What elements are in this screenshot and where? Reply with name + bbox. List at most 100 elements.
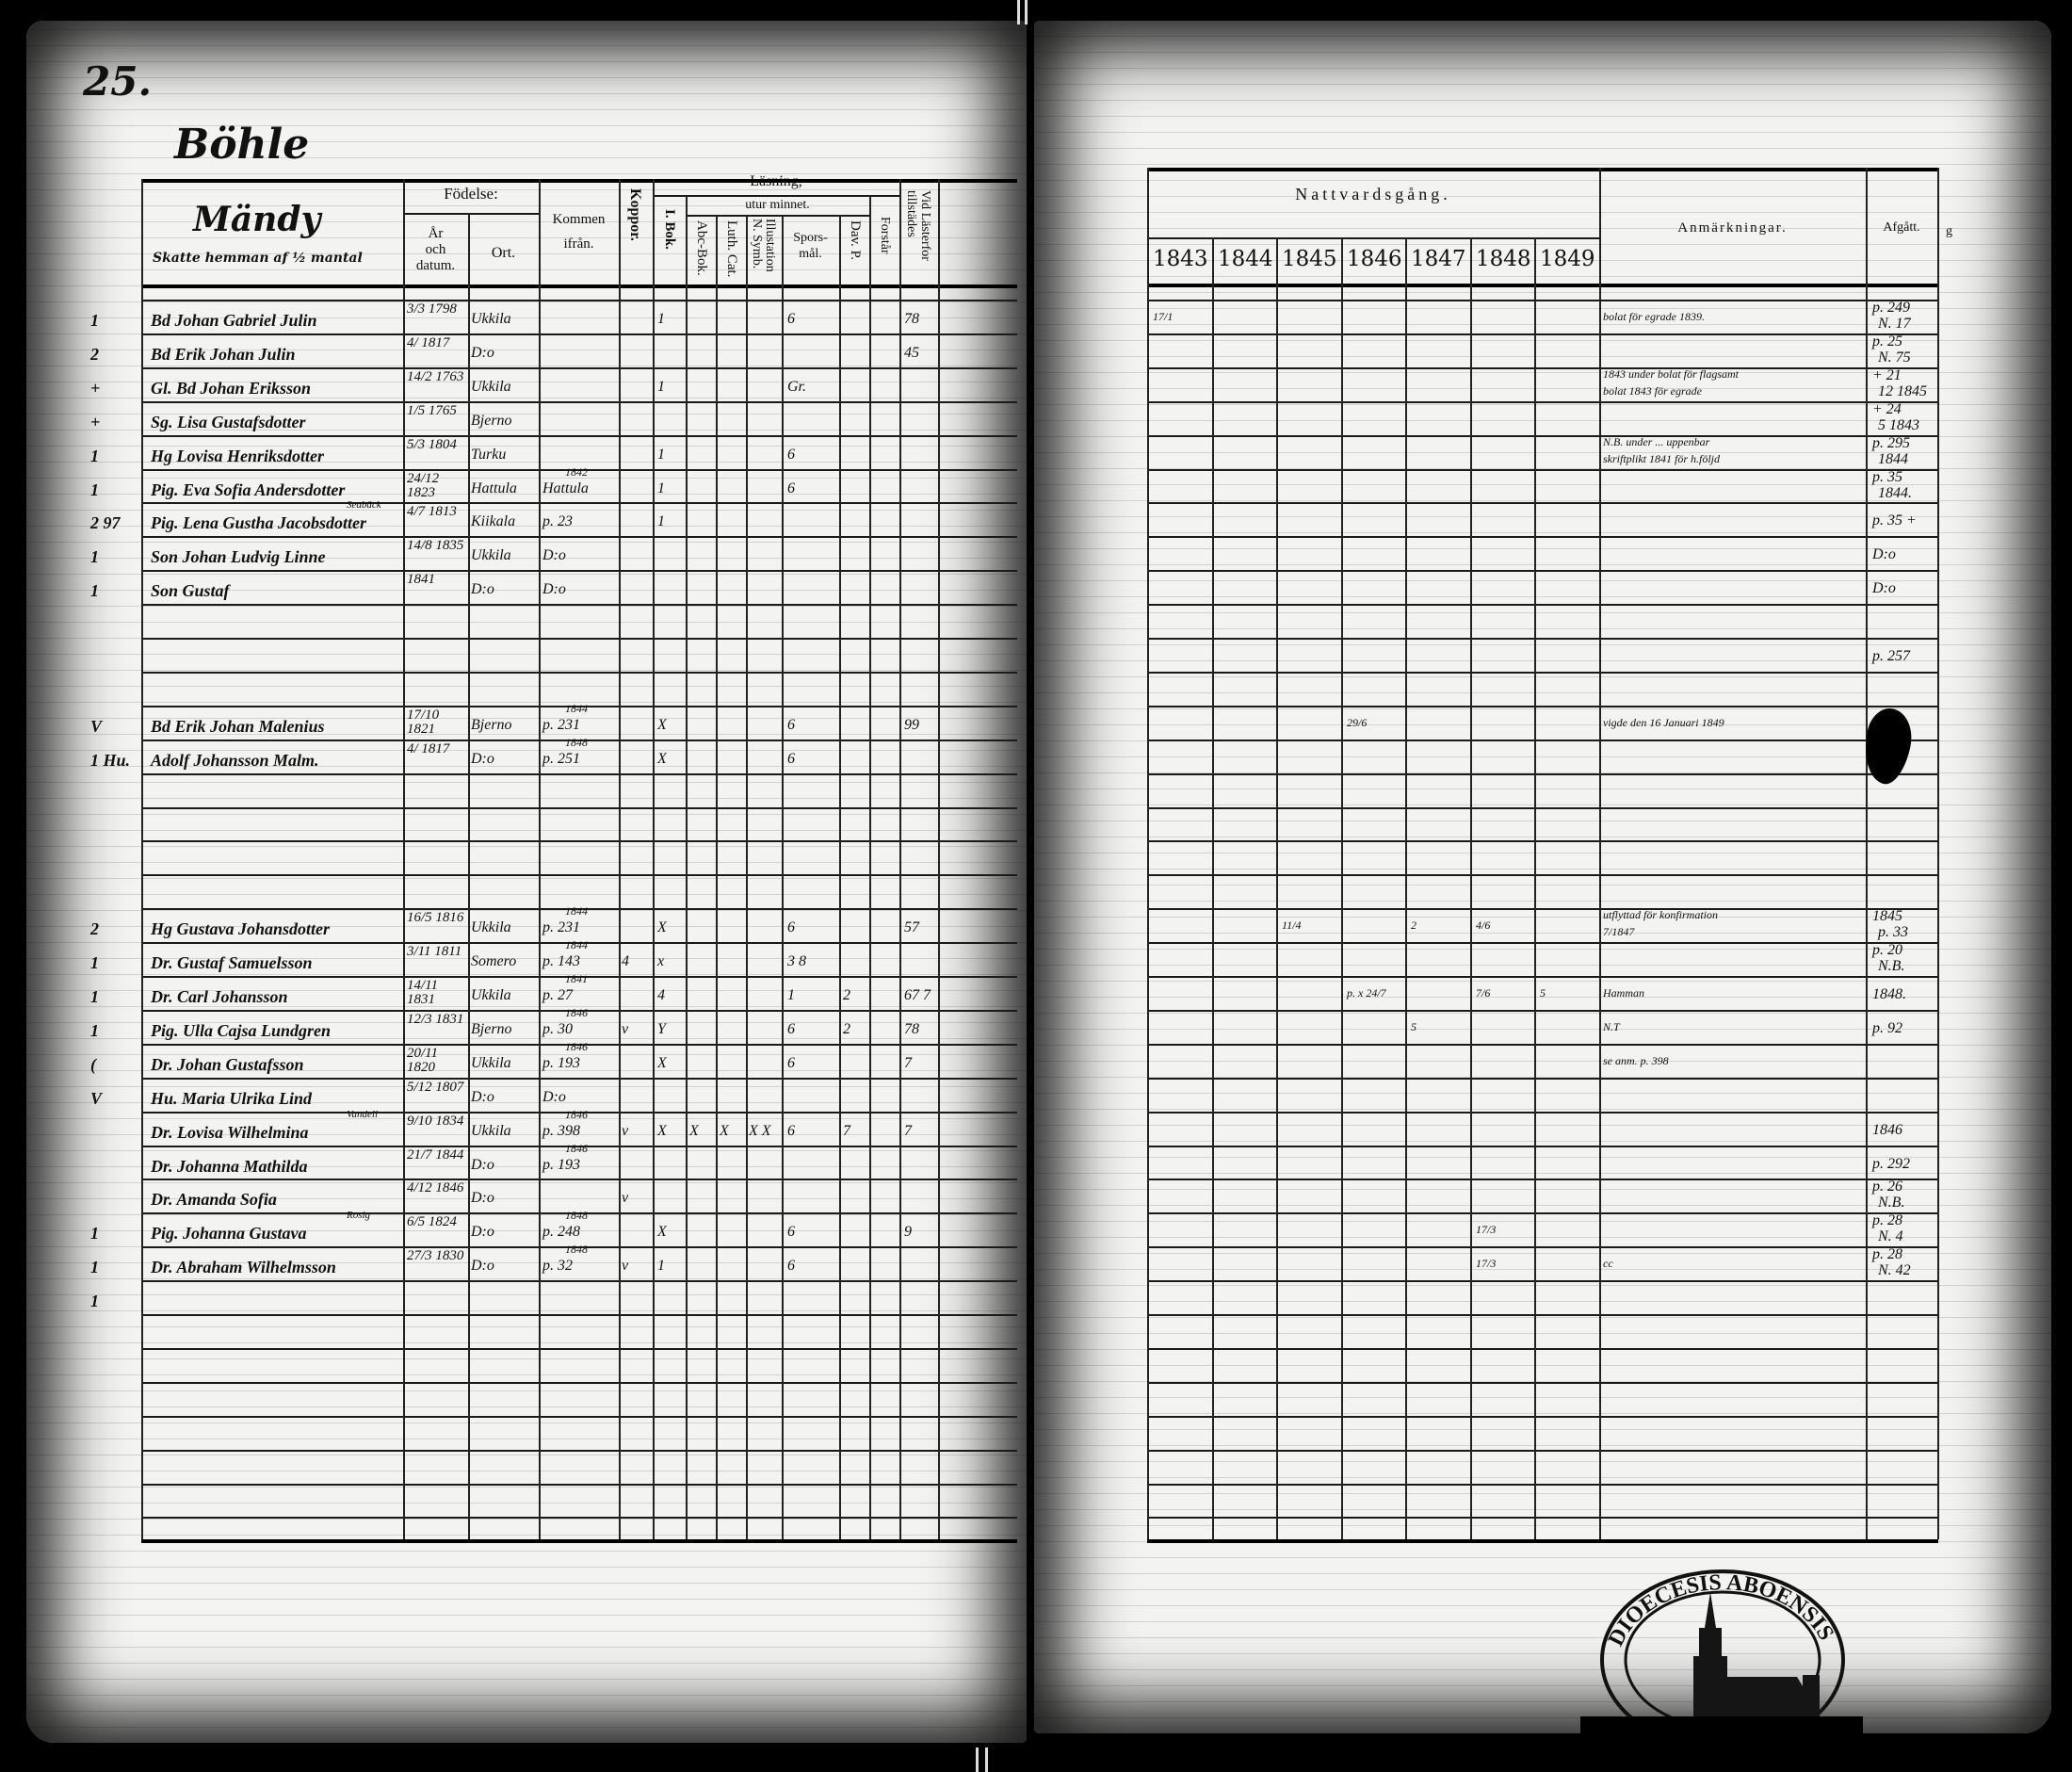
row-rule bbox=[1147, 942, 1938, 945]
cell-from: p. 231 bbox=[542, 919, 580, 936]
cell-born: 24/12 1823 bbox=[407, 470, 440, 500]
cell-from-year: 1844 bbox=[565, 904, 588, 919]
cell-place: Somero bbox=[471, 953, 517, 970]
cell-afgatt: D:o bbox=[1872, 546, 1896, 563]
row-rule bbox=[141, 671, 1017, 674]
cell-laster: 45 bbox=[904, 344, 919, 361]
row-rule bbox=[141, 1212, 1017, 1215]
column-rule bbox=[539, 179, 541, 1539]
cell-place: Bjerno bbox=[471, 1020, 512, 1037]
cell-i-bok: X bbox=[657, 1122, 667, 1139]
cell-afgatt2: N.B. bbox=[1878, 1195, 1905, 1211]
cell-afgatt: 1845 bbox=[1872, 908, 1902, 925]
row-rule bbox=[1147, 536, 1938, 539]
cell-remark2: skriftplikt 1841 för h.följd bbox=[1603, 451, 1721, 465]
header-fodelse: Födelse: bbox=[444, 185, 498, 203]
cell-spors: 6 bbox=[787, 919, 795, 936]
header-bottom-rule bbox=[1147, 284, 1938, 287]
cell-margin: 2 97 bbox=[90, 513, 121, 533]
header-luth-cat: Luth. Cat. bbox=[724, 220, 739, 278]
cell-margin: 1 bbox=[90, 1224, 99, 1244]
row-rule bbox=[141, 840, 1017, 843]
cell-place: Ukkila bbox=[471, 311, 511, 327]
cell-remark: bolat för egrade 1839. bbox=[1603, 310, 1705, 323]
cell-from: p. 143 bbox=[542, 953, 580, 970]
cell-born: 5/12 1807 bbox=[407, 1079, 464, 1095]
row-rule bbox=[141, 1179, 1017, 1181]
header-text: Kommen bbox=[552, 212, 606, 227]
cell-spors: Gr. bbox=[787, 378, 807, 395]
column-rule bbox=[782, 215, 784, 1539]
cell-place: Ukkila bbox=[471, 1054, 511, 1071]
section-subtitle: Skatte hemman af ½ mantal bbox=[153, 251, 363, 266]
header-abc-bok: Abc-Bok. bbox=[694, 220, 709, 276]
cell-spors: 6 bbox=[787, 1122, 795, 1139]
row-rule bbox=[141, 300, 1017, 301]
row-rule bbox=[141, 942, 1017, 945]
cell-afgatt: + 21 bbox=[1872, 366, 1902, 383]
row-rule bbox=[141, 1381, 1017, 1384]
column-rule bbox=[619, 179, 621, 1539]
row-rule bbox=[1147, 1246, 1938, 1249]
header-kommen: Kommen ifrån. bbox=[539, 207, 619, 256]
cell-spors: 6 bbox=[787, 1054, 795, 1071]
row-rule bbox=[1147, 1043, 1938, 1046]
header-text: tillstädes bbox=[904, 190, 918, 237]
cell-nattvard-1847: 2 bbox=[1411, 919, 1416, 933]
cell-name: Pig. Lena Gustha Jacobsdotter bbox=[151, 513, 367, 533]
row-rule bbox=[1147, 806, 1938, 809]
cell-name: Son Gustaf bbox=[151, 581, 230, 601]
column-rule bbox=[938, 179, 940, 1539]
cell-born: 5/3 1804 bbox=[407, 436, 457, 452]
cell-symb: X X bbox=[749, 1122, 771, 1139]
cell-nattvard-1847: 5 bbox=[1411, 1019, 1416, 1033]
cell-from: p. 193 bbox=[542, 1054, 580, 1071]
cell-margin: 1 bbox=[90, 1292, 99, 1311]
year-header-1849: 1849 bbox=[1540, 247, 1595, 271]
row-rule bbox=[1147, 705, 1938, 707]
row-rule bbox=[1147, 468, 1938, 471]
header-spors: Spors- mål. bbox=[782, 230, 839, 262]
cell-margin: 1 bbox=[90, 480, 99, 499]
cell-nattvard-1848: 7/6 bbox=[1476, 986, 1491, 1000]
header-laster: Vid Lästerfor tillstädes bbox=[904, 190, 932, 261]
cell-i-bok: 1 bbox=[657, 311, 665, 327]
cell-koppor: 4 bbox=[622, 953, 629, 970]
row-rule bbox=[141, 1483, 1017, 1486]
cell-remark: utflyttad för konfirmation bbox=[1603, 908, 1718, 922]
year-header-1845: 1845 bbox=[1282, 247, 1337, 271]
cell-laster: 78 bbox=[904, 1020, 919, 1037]
cell-place: D:o bbox=[471, 1258, 494, 1275]
cell-name-note: Seabäck bbox=[347, 499, 381, 512]
cell-afgatt2: 5 1843 bbox=[1878, 416, 1919, 433]
row-rule bbox=[141, 976, 1017, 978]
cell-abc-bok: X bbox=[689, 1122, 699, 1139]
cell-place: D:o bbox=[471, 750, 494, 767]
row-rule bbox=[1147, 434, 1938, 437]
cell-afgatt: p. 20 bbox=[1872, 942, 1902, 959]
cell-koppor: v bbox=[622, 1020, 629, 1037]
cell-name-note: Vandell bbox=[347, 1108, 378, 1120]
cell-born: 17/10 1821 bbox=[407, 707, 440, 737]
row-rule bbox=[1147, 400, 1938, 403]
row-rule bbox=[141, 366, 1017, 369]
year-header-1844: 1844 bbox=[1218, 247, 1273, 271]
cell-afgatt2: N. 75 bbox=[1878, 349, 1911, 366]
cell-spors: 6 bbox=[787, 1224, 795, 1241]
header-sub-rule bbox=[686, 215, 869, 217]
header-top-rule bbox=[1147, 168, 1938, 171]
cell-born: 16/5 1816 bbox=[407, 910, 464, 926]
row-rule bbox=[141, 1077, 1017, 1080]
row-rule bbox=[1147, 1077, 1938, 1080]
year-header-1848: 1848 bbox=[1476, 247, 1531, 271]
cell-place: D:o bbox=[471, 1156, 494, 1173]
cell-remark: cc bbox=[1603, 1257, 1613, 1271]
column-rule bbox=[1534, 237, 1536, 1539]
header-anmarkningar: Anmärkningar. bbox=[1677, 220, 1788, 236]
cell-from: p. 248 bbox=[542, 1224, 580, 1241]
cell-spors: 6 bbox=[787, 446, 795, 463]
row-rule bbox=[141, 1043, 1017, 1046]
header-text: Vid Lästerfor bbox=[918, 190, 932, 261]
cell-dav: 2 bbox=[843, 1020, 850, 1037]
header-text: och bbox=[425, 242, 446, 257]
